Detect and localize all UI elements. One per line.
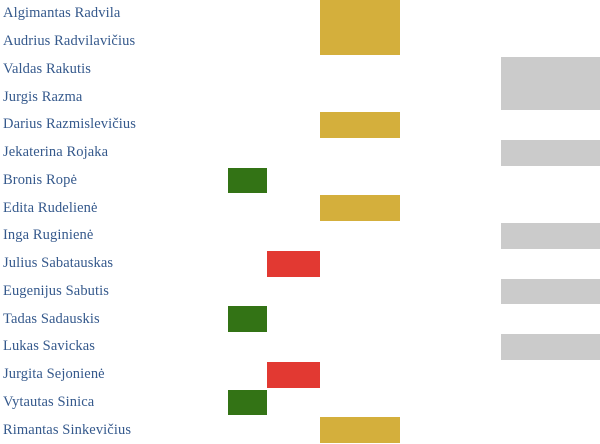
member-name-link[interactable]: Edita Rudelienė <box>3 199 98 216</box>
member-row: Tadas Sadauskis <box>0 305 600 333</box>
party-cell-red <box>267 250 320 277</box>
party-cell-gold <box>320 112 400 138</box>
member-row: Jurgis Razma <box>0 83 600 111</box>
member-row: Algimantas Radvila <box>0 0 600 28</box>
party-cell-gray <box>501 223 600 249</box>
member-row: Audrius Radvilavičius <box>0 28 600 56</box>
member-row: Lukas Savickas <box>0 333 600 361</box>
member-name-link[interactable]: Eugenijus Sabutis <box>3 282 110 299</box>
member-row: Rimantas Sinkevičius <box>0 416 600 444</box>
member-name-link[interactable]: Jurgis Razma <box>3 88 83 105</box>
member-name-link[interactable]: Valdas Rakutis <box>3 60 91 77</box>
member-row: Valdas Rakutis <box>0 56 600 84</box>
party-cell-gold <box>320 0 400 55</box>
member-row: Eugenijus Sabutis <box>0 278 600 306</box>
member-name-link[interactable]: Jekaterina Rojaka <box>3 144 109 161</box>
member-row: Darius Razmislevičius <box>0 111 600 139</box>
party-cell-red <box>267 361 320 388</box>
member-row: Edita Rudelienė <box>0 194 600 222</box>
member-name-link[interactable]: Darius Razmislevičius <box>3 116 136 133</box>
party-cell-green <box>228 167 267 194</box>
party-cell-gold <box>320 195 400 221</box>
member-row: Vytautas Sinica <box>0 389 600 417</box>
member-row: Julius Sabatauskas <box>0 250 600 278</box>
party-cell-gold <box>320 417 400 443</box>
member-name-link[interactable]: Algimantas Radvila <box>3 5 121 22</box>
member-row: Bronis Ropė <box>0 167 600 195</box>
party-cell-gray <box>501 334 600 360</box>
party-cell-green <box>228 306 267 332</box>
member-row: Jekaterina Rojaka <box>0 139 600 167</box>
party-cell-gray <box>501 139 600 166</box>
party-cell-gray <box>501 56 600 110</box>
member-name-link[interactable]: Audrius Radvilavičius <box>3 33 136 50</box>
member-name-link[interactable]: Bronis Ropė <box>3 171 78 188</box>
member-name-link[interactable]: Julius Sabatauskas <box>3 255 114 272</box>
member-row: Jurgita Sejonienė <box>0 361 600 389</box>
member-name-link[interactable]: Rimantas Sinkevičius <box>3 421 132 438</box>
member-name-link[interactable]: Lukas Savickas <box>3 338 96 355</box>
member-name-link[interactable]: Inga Ruginienė <box>3 227 94 244</box>
party-cell-gray <box>501 278 600 305</box>
member-name-link[interactable]: Vytautas Sinica <box>3 393 95 410</box>
party-cell-green <box>228 389 267 416</box>
member-name-link[interactable]: Tadas Sadauskis <box>3 310 100 327</box>
member-name-link[interactable]: Jurgita Sejonienė <box>3 366 105 383</box>
member-row: Inga Ruginienė <box>0 222 600 250</box>
